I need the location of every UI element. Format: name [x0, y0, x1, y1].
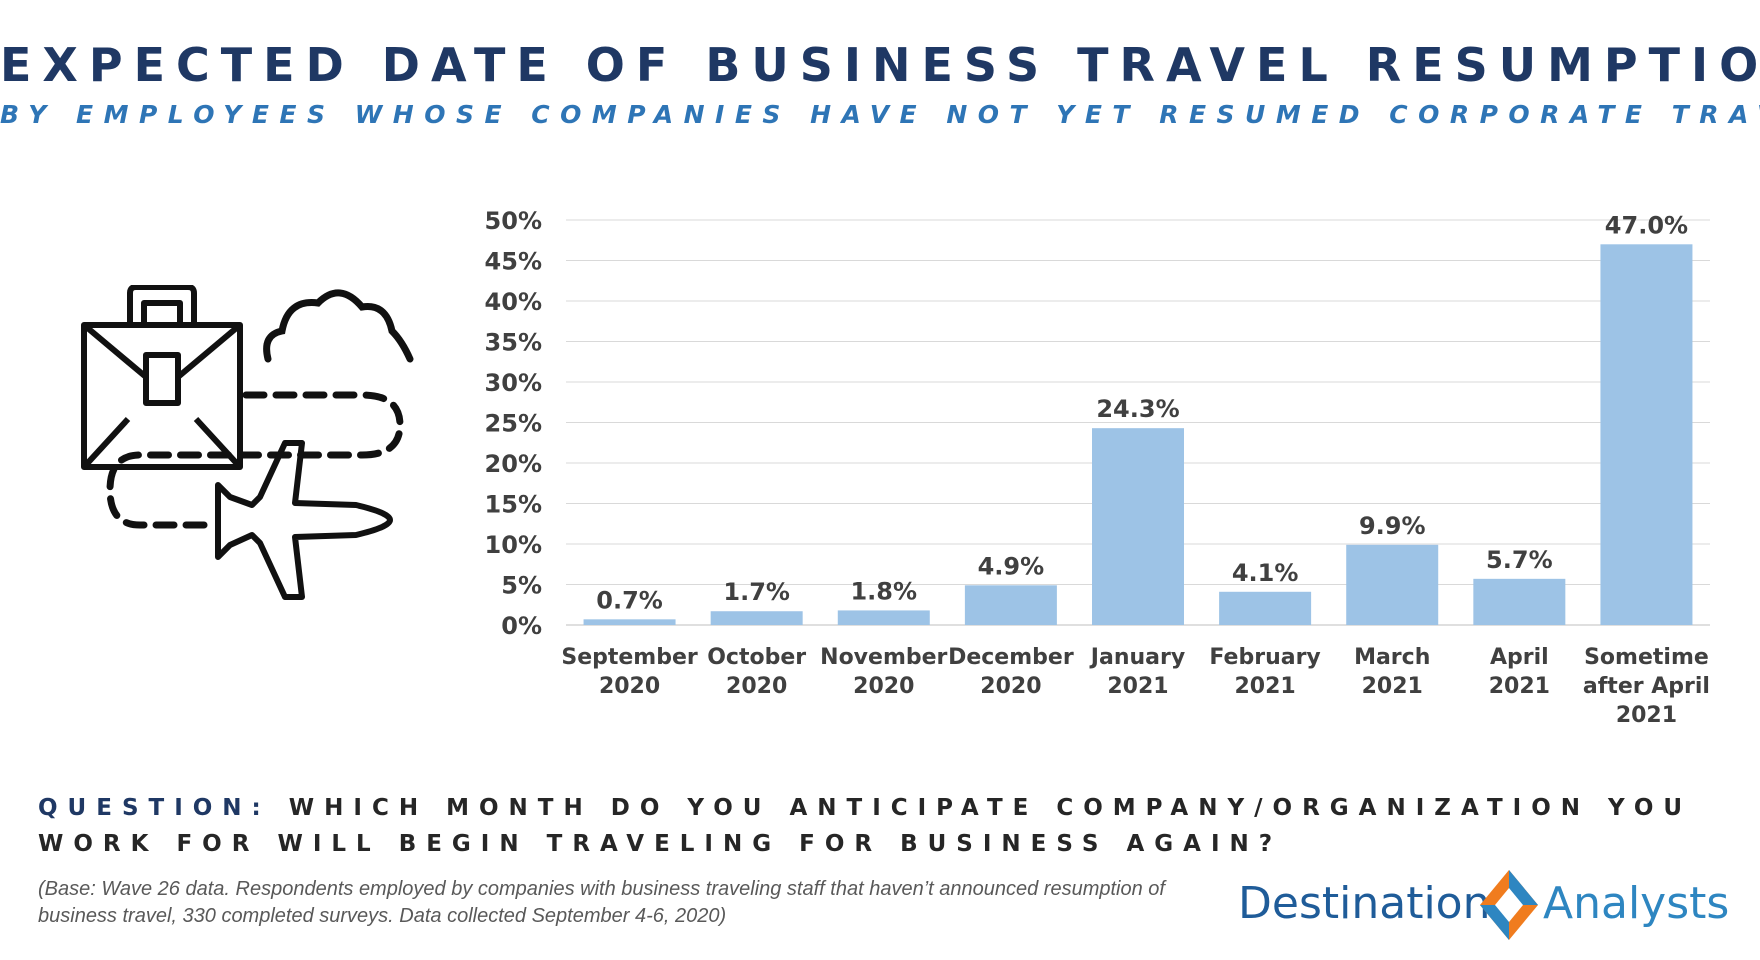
- question-label: QUESTION:: [38, 795, 271, 821]
- y-tick-label: 20%: [485, 450, 542, 478]
- y-tick-label: 10%: [485, 531, 542, 559]
- x-tick-label: October 2020: [707, 645, 806, 699]
- logo-word-analysts: Analysts: [1543, 878, 1730, 929]
- question-text: WHICH MONTH DO YOU ANTICIPATE COMPANY/OR…: [38, 795, 1693, 857]
- data-label: 1.7%: [723, 578, 790, 606]
- cloud-icon: [263, 289, 414, 363]
- bar: [1346, 544, 1439, 625]
- bar: [1600, 244, 1693, 626]
- y-tick-label: 15%: [485, 491, 542, 519]
- x-tick-label: Sometime after April 2021: [1583, 645, 1710, 728]
- data-label: 5.7%: [1486, 546, 1553, 574]
- data-label: 47.0%: [1605, 211, 1688, 239]
- x-tick-label: March 2021: [1354, 645, 1430, 699]
- y-tick-label: 0%: [501, 612, 542, 640]
- airplane-icon: [215, 440, 393, 600]
- y-tick-label: 40%: [485, 288, 542, 316]
- logo-word-destination: Destination: [1238, 878, 1491, 929]
- y-tick-label: 50%: [485, 207, 542, 235]
- bar: [964, 585, 1057, 625]
- y-tick-label: 5%: [501, 572, 542, 600]
- chart-title: EXPECTED DATE OF BUSINESS TRAVEL RESUMPT…: [0, 38, 1760, 92]
- bar: [1219, 591, 1312, 625]
- chart-subtitle: BY EMPLOYEES WHOSE COMPANIES HAVE NOT YE…: [0, 100, 1760, 129]
- briefcase-icon: [81, 285, 243, 470]
- x-tick-label: September 2020: [561, 645, 698, 699]
- bar: [837, 610, 930, 625]
- y-tick-label: 30%: [485, 369, 542, 397]
- bar: [1473, 578, 1566, 625]
- bar-chart: 0% 5% 10% 15% 20% 25% 30% 35% 40% 45% 50% 0.7% Septe…: [485, 207, 1710, 728]
- bar: [1092, 428, 1184, 625]
- data-label: 0.7%: [596, 586, 663, 614]
- bar: [583, 619, 676, 625]
- y-tick-label: 25%: [485, 410, 542, 438]
- logo-diamond-icon: [1480, 870, 1538, 940]
- survey-question: QUESTION: WHICH MONTH DO YOU ANTICIPATE …: [38, 790, 1718, 862]
- x-tick-label: February 2021: [1209, 645, 1320, 699]
- y-tick-label: 45%: [485, 248, 542, 276]
- x-tick-label: November 2020: [820, 645, 947, 699]
- x-tick-label: December 2020: [948, 645, 1074, 699]
- bar: [710, 611, 803, 625]
- travel-illustration: [81, 285, 414, 600]
- x-tick-label: April 2021: [1489, 645, 1550, 699]
- data-label: 4.1%: [1232, 559, 1299, 587]
- data-label: 4.9%: [978, 552, 1045, 580]
- dashed-flight-path: [106, 391, 404, 529]
- x-tick-label: January 2021: [1089, 645, 1185, 699]
- data-label: 24.3%: [1096, 395, 1179, 423]
- data-label: 1.8%: [850, 577, 917, 605]
- base-note: (Base: Wave 26 data. Respondents employe…: [38, 878, 1165, 927]
- data-label: 9.9%: [1359, 512, 1426, 540]
- y-tick-label: 35%: [485, 329, 542, 357]
- destination-analysts-logo: Destination Analysts: [1238, 868, 1758, 940]
